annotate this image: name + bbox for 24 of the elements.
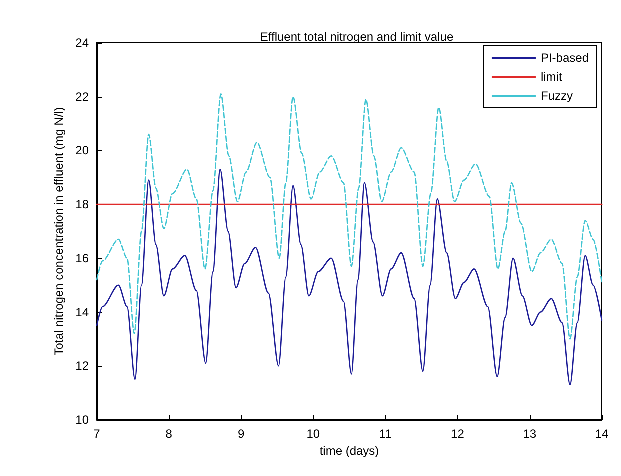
y-tick-label: 24 bbox=[76, 36, 90, 50]
y-axis-title: Total nitrogen concentration in effluent (mg N/l) bbox=[52, 107, 66, 356]
x-tick-label: 11 bbox=[379, 427, 392, 441]
y-tick-label: 20 bbox=[76, 144, 90, 158]
legend-label: Fuzzy bbox=[540, 89, 573, 103]
x-axis-title: time (days) bbox=[320, 444, 380, 458]
line-series bbox=[96, 94, 603, 340]
x-tick-label: 14 bbox=[595, 427, 609, 441]
x-tick-label: 12 bbox=[451, 427, 465, 441]
x-tick-label: 10 bbox=[306, 427, 320, 441]
x-tick-label: 7 bbox=[94, 427, 101, 441]
y-tick-label: 18 bbox=[76, 198, 90, 212]
line-series bbox=[96, 168, 603, 386]
x-tick-label: 8 bbox=[166, 427, 173, 441]
y-tick-label: 10 bbox=[76, 413, 90, 427]
y-tick-label: 16 bbox=[76, 251, 90, 266]
y-tick-label: 22 bbox=[76, 90, 90, 104]
x-tick-label: 13 bbox=[523, 427, 537, 441]
chart-title: Effluent total nitrogen and limit value bbox=[260, 30, 454, 44]
legend-label: limit bbox=[540, 70, 563, 84]
x-tick-label: 9 bbox=[238, 427, 245, 441]
y-tick-label: 14 bbox=[76, 305, 90, 320]
y-tick-label: 12 bbox=[76, 359, 90, 374]
legend-label: PI-based bbox=[540, 51, 589, 65]
